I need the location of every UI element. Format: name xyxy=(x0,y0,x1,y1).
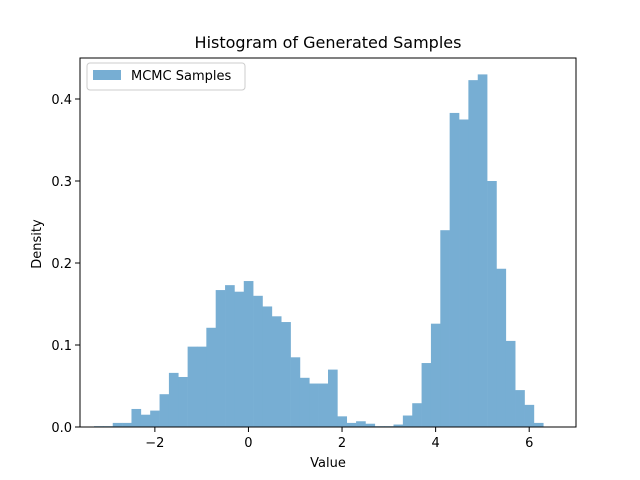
x-tick-label: 0 xyxy=(244,436,252,451)
legend-swatch xyxy=(93,70,121,80)
histogram-bar xyxy=(150,410,160,427)
histogram-bar xyxy=(487,181,497,427)
histogram-bar xyxy=(402,415,413,427)
histogram-bar xyxy=(253,295,263,427)
histogram-bar xyxy=(421,363,432,427)
histogram-bar xyxy=(131,408,142,427)
histogram-bar xyxy=(449,112,460,427)
histogram-bar xyxy=(168,372,179,427)
histogram-bar xyxy=(430,323,441,427)
histogram-bar xyxy=(178,376,188,427)
histogram-bar xyxy=(412,403,422,427)
histogram-bar xyxy=(328,369,338,427)
histogram-bar xyxy=(309,383,319,427)
x-tick-label: −2 xyxy=(145,436,164,451)
histogram-bar xyxy=(365,423,376,427)
histogram-bar xyxy=(468,80,479,427)
x-axis-label: Value xyxy=(310,456,346,471)
histogram-bar xyxy=(318,383,329,427)
plot-frame xyxy=(79,57,577,428)
histogram-bar xyxy=(337,416,348,427)
y-tick-label: 0.1 xyxy=(51,339,72,354)
histogram-bar xyxy=(271,316,282,427)
histogram-bar xyxy=(122,422,132,427)
x-tick-label: 4 xyxy=(431,436,439,451)
histogram-bar xyxy=(505,340,516,427)
x-tick-label: 2 xyxy=(338,436,346,451)
legend: MCMC Samples xyxy=(86,62,246,91)
histogram-bar xyxy=(524,404,535,427)
histogram-bar xyxy=(196,346,207,427)
histogram-bar xyxy=(281,322,291,427)
histogram-bar xyxy=(225,285,235,427)
chart-title: Histogram of Generated Samples xyxy=(195,33,462,52)
histogram-bar xyxy=(112,422,123,427)
legend-box xyxy=(86,62,246,91)
y-tick-label: 0.4 xyxy=(51,93,72,108)
histogram-bar xyxy=(515,390,525,427)
y-axis-label: Density xyxy=(30,219,45,269)
histogram-bar xyxy=(187,346,198,427)
histogram-bar xyxy=(299,377,310,427)
histogram-bar xyxy=(356,421,366,427)
histogram-bar xyxy=(477,74,488,428)
y-tick-label: 0.0 xyxy=(51,421,72,436)
histogram-bar xyxy=(393,424,404,427)
histogram-bar xyxy=(243,281,254,427)
histogram-bar xyxy=(459,119,469,427)
histogram-bar xyxy=(346,422,357,427)
histogram-bar xyxy=(496,268,507,427)
y-tick-label: 0.3 xyxy=(51,175,72,190)
axes-group: −2 0 2 4 6 0.0 0.1 0.2 0.3 0.4 xyxy=(51,57,577,451)
histogram-bar xyxy=(290,357,301,427)
histogram-bar xyxy=(215,290,226,427)
histogram-bar xyxy=(440,230,450,427)
histogram-bar xyxy=(159,394,170,427)
histogram-bar xyxy=(234,291,245,427)
histogram-bar xyxy=(140,414,151,427)
y-tick-label: 0.2 xyxy=(51,257,72,272)
histogram-bar xyxy=(533,422,544,427)
x-tick-label: 6 xyxy=(525,436,533,451)
histogram-bar xyxy=(262,306,273,427)
bars-group xyxy=(94,74,544,428)
legend-label: MCMC Samples xyxy=(131,69,231,84)
histogram-bar xyxy=(206,327,216,427)
